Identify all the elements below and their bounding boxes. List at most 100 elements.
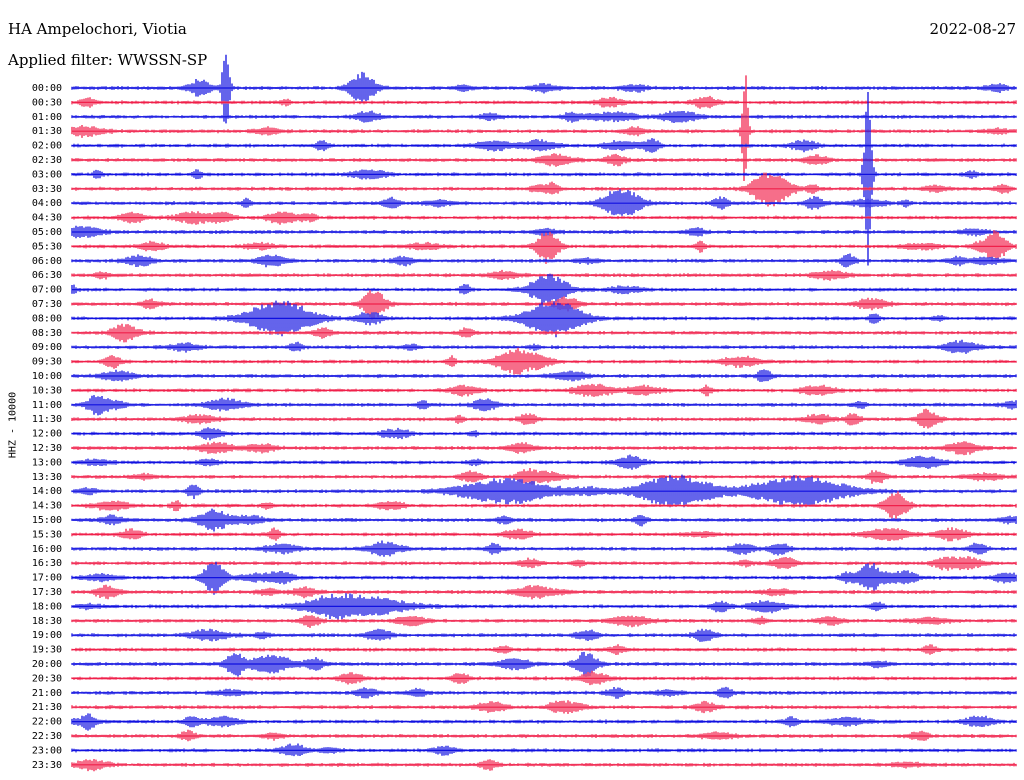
seismic-trace bbox=[71, 670, 1017, 686]
seismic-trace bbox=[71, 383, 1017, 397]
seismic-trace bbox=[71, 468, 1017, 485]
seismic-trace bbox=[71, 211, 1017, 225]
row-time-label: 11:00 bbox=[32, 400, 62, 411]
date-label: 2022-08-27 bbox=[929, 20, 1016, 38]
station-title: HA Ampelochori, Viotia bbox=[8, 20, 187, 38]
row-time-label: 00:30 bbox=[32, 97, 62, 108]
row-time-label: 13:30 bbox=[32, 472, 62, 483]
seismic-trace bbox=[71, 508, 1017, 532]
seismic-trace bbox=[71, 92, 1017, 266]
seismic-trace bbox=[71, 561, 1017, 595]
seismic-trace bbox=[71, 110, 1017, 123]
row-time-label: 18:00 bbox=[32, 601, 62, 612]
seismic-trace bbox=[71, 369, 1017, 382]
seismic-trace bbox=[71, 713, 1017, 731]
seismic-trace bbox=[71, 253, 1017, 268]
row-time-label: 11:30 bbox=[32, 414, 62, 425]
seismic-trace bbox=[71, 454, 1017, 470]
seismic-trace bbox=[71, 225, 1017, 239]
seismic-trace bbox=[71, 138, 1017, 153]
row-time-label: 19:30 bbox=[32, 645, 62, 656]
seismic-trace bbox=[71, 172, 1017, 207]
seismic-trace bbox=[71, 347, 1017, 375]
seismic-trace bbox=[71, 269, 1017, 281]
row-time-label: 21:00 bbox=[32, 688, 62, 699]
row-time-label: 12:30 bbox=[32, 443, 62, 454]
row-time-label: 08:30 bbox=[32, 328, 62, 339]
seismic-trace bbox=[71, 95, 1017, 109]
seismic-trace bbox=[71, 644, 1017, 655]
row-time-label: 20:30 bbox=[32, 673, 62, 684]
row-time-label: 22:00 bbox=[32, 717, 62, 728]
filter-label: Applied filter: WWSSN-SP bbox=[8, 51, 208, 69]
row-time-label: 14:00 bbox=[32, 486, 62, 497]
trace-group bbox=[71, 54, 1017, 772]
row-time-label: 13:00 bbox=[32, 457, 62, 468]
seismic-trace bbox=[71, 651, 1017, 677]
seismic-trace bbox=[71, 615, 1017, 628]
row-time-label: 03:00 bbox=[32, 169, 62, 180]
row-time-label: 08:00 bbox=[32, 313, 62, 324]
row-time-label: 01:30 bbox=[32, 126, 62, 137]
row-time-label: 06:00 bbox=[32, 256, 62, 267]
row-time-label: 15:00 bbox=[32, 515, 62, 526]
row-time-label: 04:30 bbox=[32, 213, 62, 224]
row-time-label: 09:30 bbox=[32, 357, 62, 368]
row-time-label: 21:30 bbox=[32, 702, 62, 713]
seismic-trace bbox=[71, 527, 1017, 542]
row-time-label: 07:00 bbox=[32, 285, 62, 296]
row-time-label: 00:00 bbox=[32, 83, 62, 94]
tick-label-group: 00:00 00:30 01:00 01:30 02:00 02:30 03:00 03:30… bbox=[32, 83, 62, 771]
seismic-trace bbox=[71, 54, 1017, 124]
row-time-label: 03:30 bbox=[32, 184, 62, 195]
seismic-trace bbox=[71, 153, 1017, 167]
seismic-trace bbox=[71, 189, 1017, 216]
row-time-label: 17:00 bbox=[32, 573, 62, 584]
seismic-trace bbox=[71, 300, 1017, 338]
row-time-label: 10:00 bbox=[32, 371, 62, 382]
seismic-trace bbox=[71, 628, 1017, 642]
row-time-label: 10:30 bbox=[32, 385, 62, 396]
seismic-trace bbox=[71, 686, 1017, 699]
seismic-trace bbox=[71, 408, 1017, 429]
row-time-label: 19:00 bbox=[32, 630, 62, 641]
seismic-trace bbox=[71, 75, 1017, 181]
seismic-trace bbox=[71, 556, 1017, 571]
seismic-trace bbox=[71, 584, 1017, 600]
row-time-label: 16:30 bbox=[32, 558, 62, 569]
row-time-label: 20:00 bbox=[32, 659, 62, 670]
row-time-label: 12:00 bbox=[32, 429, 62, 440]
seismic-trace bbox=[71, 339, 1017, 354]
row-time-label: 04:00 bbox=[32, 198, 62, 209]
row-time-label: 23:00 bbox=[32, 745, 62, 756]
row-time-label: 02:30 bbox=[32, 155, 62, 166]
row-time-label: 05:30 bbox=[32, 241, 62, 252]
row-time-label: 06:30 bbox=[32, 270, 62, 281]
row-time-label: 15:30 bbox=[32, 529, 62, 540]
seismic-trace bbox=[71, 540, 1017, 557]
seismic-trace bbox=[71, 593, 1017, 620]
seismic-trace bbox=[71, 759, 1017, 772]
row-time-label: 09:00 bbox=[32, 342, 62, 353]
seismic-trace bbox=[71, 273, 1017, 305]
seismic-trace bbox=[71, 491, 1017, 520]
row-time-label: 16:00 bbox=[32, 544, 62, 555]
seismic-trace bbox=[71, 743, 1017, 757]
row-time-label: 18:30 bbox=[32, 616, 62, 627]
row-time-label: 14:30 bbox=[32, 501, 62, 512]
row-time-label: 23:30 bbox=[32, 760, 62, 771]
seismic-trace bbox=[71, 700, 1017, 714]
seismic-trace bbox=[71, 323, 1017, 343]
seismic-trace bbox=[71, 729, 1017, 742]
seismic-trace bbox=[71, 427, 1017, 441]
row-time-label: 22:30 bbox=[32, 731, 62, 742]
seismic-trace bbox=[71, 395, 1017, 416]
row-time-label: 05:00 bbox=[32, 227, 62, 238]
row-time-label: 02:00 bbox=[32, 141, 62, 152]
row-time-label: 01:00 bbox=[32, 112, 62, 123]
seismic-trace bbox=[71, 474, 1017, 508]
row-time-label: 17:30 bbox=[32, 587, 62, 598]
seismic-trace bbox=[71, 230, 1017, 264]
seismic-trace bbox=[71, 441, 1017, 456]
